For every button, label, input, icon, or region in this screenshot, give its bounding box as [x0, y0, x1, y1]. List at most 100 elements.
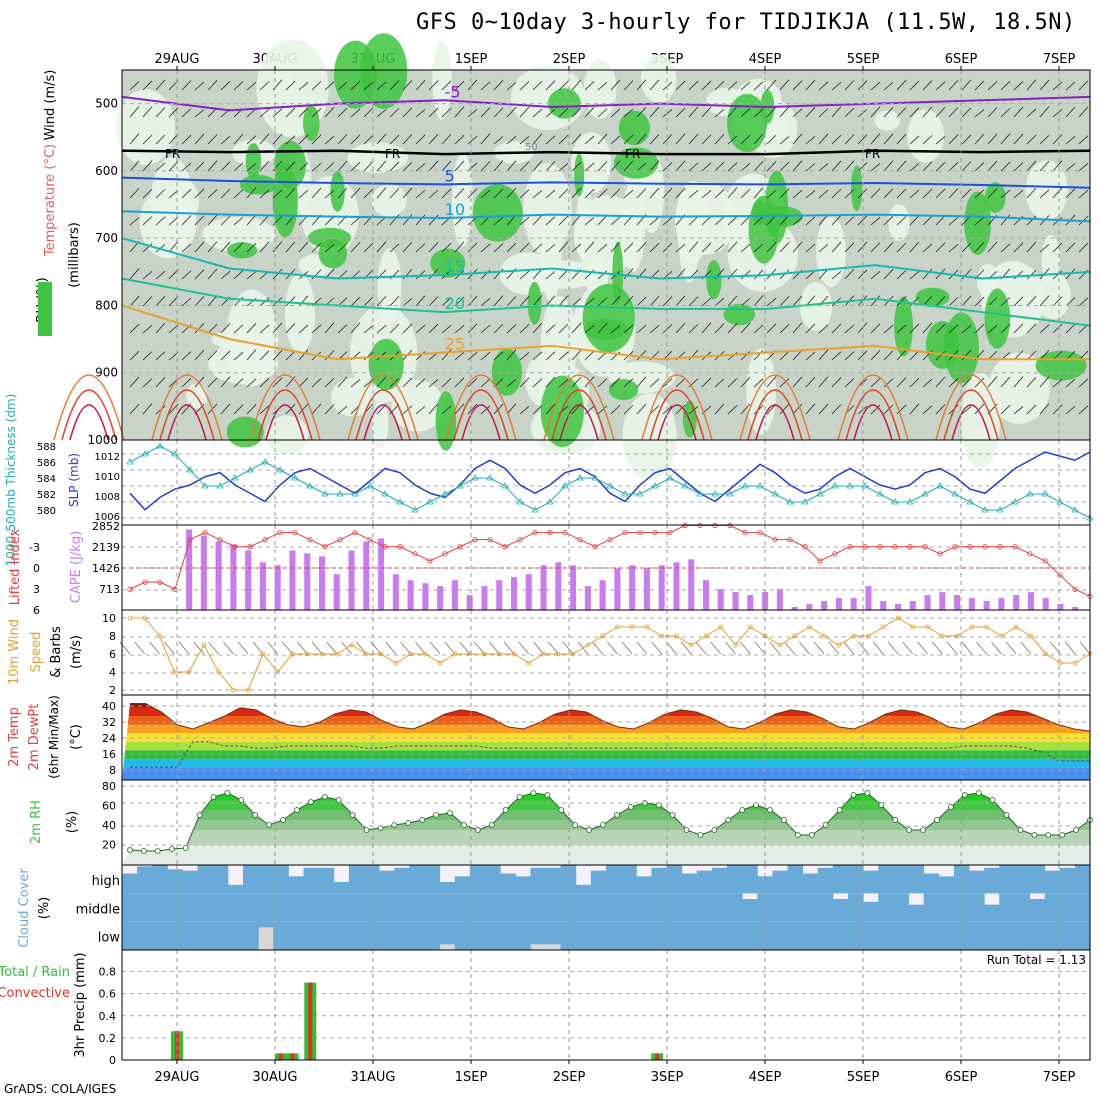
rh-band [122, 845, 1090, 865]
cloud-cover-bar [122, 873, 138, 894]
cape-bar [895, 604, 901, 610]
upper-wind-barb [285, 323, 296, 334]
upper-wind-barb [324, 190, 335, 199]
upper-wind-barb [675, 295, 686, 307]
rh-moist-patch [573, 195, 643, 274]
upper-wind-barb [805, 163, 816, 172]
rh-saturated-patch [915, 287, 950, 307]
upper-wind-barb [194, 215, 205, 226]
cloud-cover-bar [212, 865, 229, 894]
wind10-axis-label-4: (m/s) [69, 635, 84, 669]
upper-wind-barb [142, 243, 153, 253]
upper-wind-barb [467, 295, 478, 307]
upper-wind-barb [701, 216, 712, 226]
upper-wind-barb [311, 242, 322, 253]
cape-bar [319, 556, 325, 610]
cloud-low-clear [545, 921, 562, 945]
cape-bar [200, 535, 207, 610]
upper-wind-barb [441, 80, 452, 91]
upper-wind-barb [766, 376, 777, 388]
rh-moist-patch [1025, 160, 1068, 221]
upper-wind-barb [441, 405, 452, 415]
upper-wind-barb [1078, 189, 1089, 199]
upper-wind-barb [675, 160, 686, 172]
upper-wind-barb [948, 244, 959, 253]
wind10-marker [127, 615, 133, 621]
warm-isotherm-arc [453, 389, 509, 441]
cloud-cover-bar [258, 865, 274, 894]
cloud-cover-bar [863, 870, 879, 894]
upper-wind-barb [636, 107, 647, 118]
upper-wind-barb [441, 188, 452, 199]
upper-wind-barb [857, 405, 868, 415]
isotherm-label: -5 [445, 82, 461, 101]
wind10-barb [223, 641, 234, 655]
cloud-low-clear [333, 921, 350, 950]
rh-marker [961, 792, 968, 798]
thickness-marker [1011, 498, 1019, 505]
upper-wind-barb [415, 214, 426, 226]
precip-convective-bar [175, 1031, 179, 1060]
rh-marker [586, 827, 593, 833]
lifted-index-marker [547, 529, 553, 536]
warm-isotherm-arc [445, 374, 517, 441]
upper-wind-barb [298, 241, 309, 253]
upper-wind-barb [259, 241, 270, 253]
upper-wind-barb [389, 243, 400, 253]
wind-axis-label: Wind (m/s) [43, 70, 58, 141]
upper-wind-barb [155, 216, 166, 226]
cloud-cover-bar [303, 893, 320, 922]
wind10-marker [349, 642, 354, 648]
upper-wind-barb [844, 160, 855, 172]
upper-wind-barb [753, 378, 764, 388]
rh-marker [224, 790, 231, 796]
upper-wind-barb [506, 324, 517, 334]
rh-marker [614, 812, 620, 818]
thickness-marker [441, 490, 449, 497]
warm-isotherm-arc [355, 389, 411, 441]
wind10-barb [178, 641, 190, 655]
cloud-cover-bar [167, 893, 183, 922]
upper-wind-barb [896, 377, 907, 388]
upper-wind-barb [1026, 404, 1037, 415]
upper-wind-barb [532, 243, 543, 253]
rh-marker [836, 807, 843, 813]
rh-saturated-patch [1035, 350, 1087, 381]
upper-wind-barb [246, 81, 257, 91]
cloud-cover-bar [273, 865, 289, 894]
rh-saturated-patch [706, 260, 722, 300]
upper-y-tick: 700 [95, 231, 118, 245]
upper-wind-barb [532, 80, 543, 91]
upper-wind-barb [168, 161, 179, 172]
upper-wind-barb [805, 351, 816, 361]
temp-line [130, 703, 1091, 732]
upper-wind-barb [753, 243, 764, 253]
cloud-cover-bar [137, 893, 153, 922]
upper-wind-barb [857, 134, 868, 145]
upper-wind-barb [1026, 241, 1037, 253]
upper-wind-barb [636, 296, 647, 307]
thickness-marker [1056, 498, 1064, 505]
thickness-marker [246, 466, 254, 473]
upper-wind-barb [1026, 79, 1037, 91]
upper-wind-barb [259, 133, 270, 145]
upper-wind-barb [1026, 108, 1037, 118]
date-label-bottom: 5SEP [847, 1070, 880, 1085]
upper-wind-barb [831, 160, 842, 172]
temp-tick: 40 [102, 700, 116, 713]
cloud-cover-bar [893, 893, 909, 922]
upper-wind-barb [961, 324, 972, 334]
upper-wind-barb [220, 403, 231, 415]
thickness-marker [126, 458, 134, 465]
upper-wind-barb [1078, 242, 1089, 253]
lifted-index-tick: 0 [33, 562, 40, 575]
cape-tick: 713 [99, 583, 120, 596]
upper-wind-barb [935, 136, 946, 145]
wind10-marker [260, 651, 266, 657]
wind10-barb [237, 641, 249, 655]
warm-isotherm-arc [739, 374, 811, 441]
rh-marker [572, 822, 579, 828]
upper-wind-barb [753, 269, 764, 280]
upper-wind-barb [987, 133, 998, 145]
upper-wind-barb [584, 350, 595, 361]
